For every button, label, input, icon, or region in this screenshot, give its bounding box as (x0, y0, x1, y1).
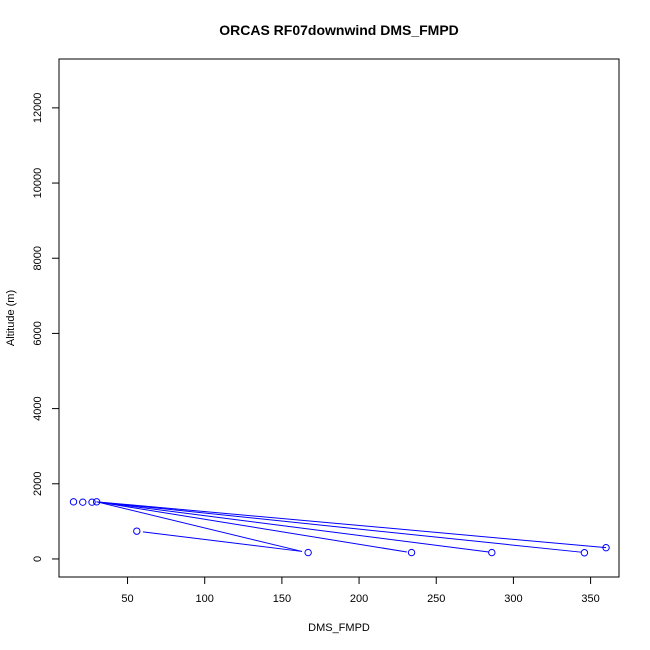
x-tick-label: 200 (350, 593, 368, 605)
data-point (407, 548, 416, 557)
data-point (69, 498, 78, 506)
y-tick-label: 2000 (32, 472, 44, 496)
data-point (602, 543, 610, 552)
y-tick-label: 10000 (32, 168, 44, 199)
y-tick-label: 6000 (32, 321, 44, 345)
data-point (133, 527, 141, 535)
plot-frame (58, 58, 620, 578)
series-line (96, 501, 407, 553)
y-axis: 0 2000 4000 6000 8000 10000 12000 (32, 93, 60, 562)
x-tick-label: 250 (427, 593, 445, 605)
y-tick-label: 0 (32, 556, 44, 562)
y-tick-label: 12000 (32, 93, 44, 124)
x-axis-label: DMS_FMPD (308, 622, 370, 634)
data-point (580, 549, 589, 557)
y-axis-label: Altitude (m) (5, 290, 17, 346)
chart-title: ORCAS RF07downwind DMS_FMPD (219, 22, 459, 38)
series-line (142, 531, 303, 552)
data-point (79, 498, 87, 506)
x-tick-label: 100 (196, 593, 214, 605)
series-line (96, 501, 489, 553)
x-tick-label: 300 (504, 593, 522, 605)
data-point (92, 498, 101, 506)
x-tick-label: 350 (581, 593, 599, 605)
y-tick-label: 8000 (32, 246, 44, 270)
y-tick-label: 4000 (32, 396, 44, 420)
x-tick-label: 50 (121, 593, 133, 605)
series-line (96, 501, 607, 549)
x-tick-label: 150 (273, 593, 291, 605)
series-lines (96, 501, 607, 553)
data-point (488, 548, 496, 557)
data-point (304, 548, 312, 557)
series-line (96, 501, 582, 553)
data-point (88, 498, 96, 506)
x-axis: 50 100 150 200 250 300 350 (121, 576, 600, 605)
series-line (96, 501, 303, 552)
series-points (69, 498, 610, 557)
